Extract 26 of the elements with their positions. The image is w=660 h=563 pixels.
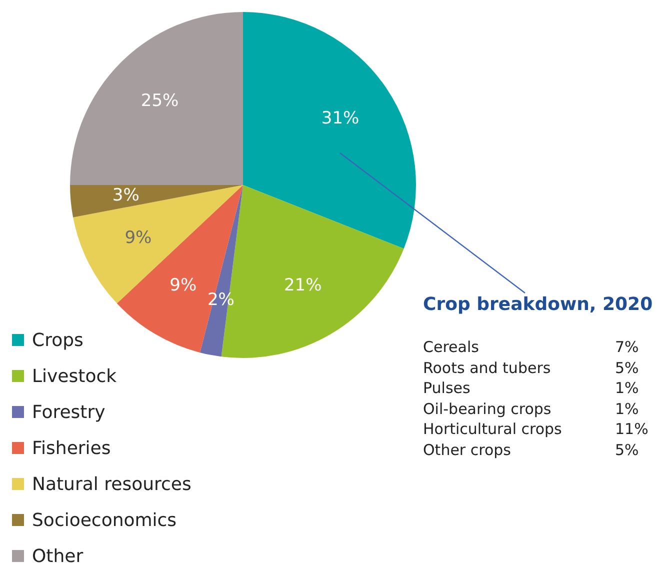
text: 11% [615, 419, 648, 440]
legend-label: Natural resources [32, 474, 192, 494]
text: 1% [615, 398, 639, 419]
legend-label: Crops [32, 330, 84, 350]
legend-label: Forestry [32, 402, 106, 422]
text: 5% [615, 440, 639, 460]
text: Oil-bearing crops [423, 398, 552, 419]
data-label: 21% [284, 276, 322, 296]
data-label: 9% [124, 228, 152, 248]
text: Crop breakdown, 2020 [423, 294, 653, 315]
text: 5% [615, 358, 639, 378]
text: 7% [615, 337, 639, 358]
data-label: 31% [321, 108, 360, 128]
data-label: 3% [112, 185, 140, 206]
data-label: 25% [140, 91, 179, 112]
legend-label: Fisheries [32, 438, 111, 458]
legend-label: Socioeconomics [32, 510, 177, 530]
text: Horticultural crops [423, 419, 563, 440]
legend-label: Livestock [32, 366, 117, 386]
text: Cereals [423, 337, 480, 358]
text: Other crops [423, 440, 512, 460]
data-label: 9% [170, 276, 197, 296]
text: Roots and tubers [423, 358, 552, 378]
text: Pulses [423, 378, 472, 398]
legend-label: Other [32, 546, 84, 563]
text: 1% [615, 378, 639, 398]
